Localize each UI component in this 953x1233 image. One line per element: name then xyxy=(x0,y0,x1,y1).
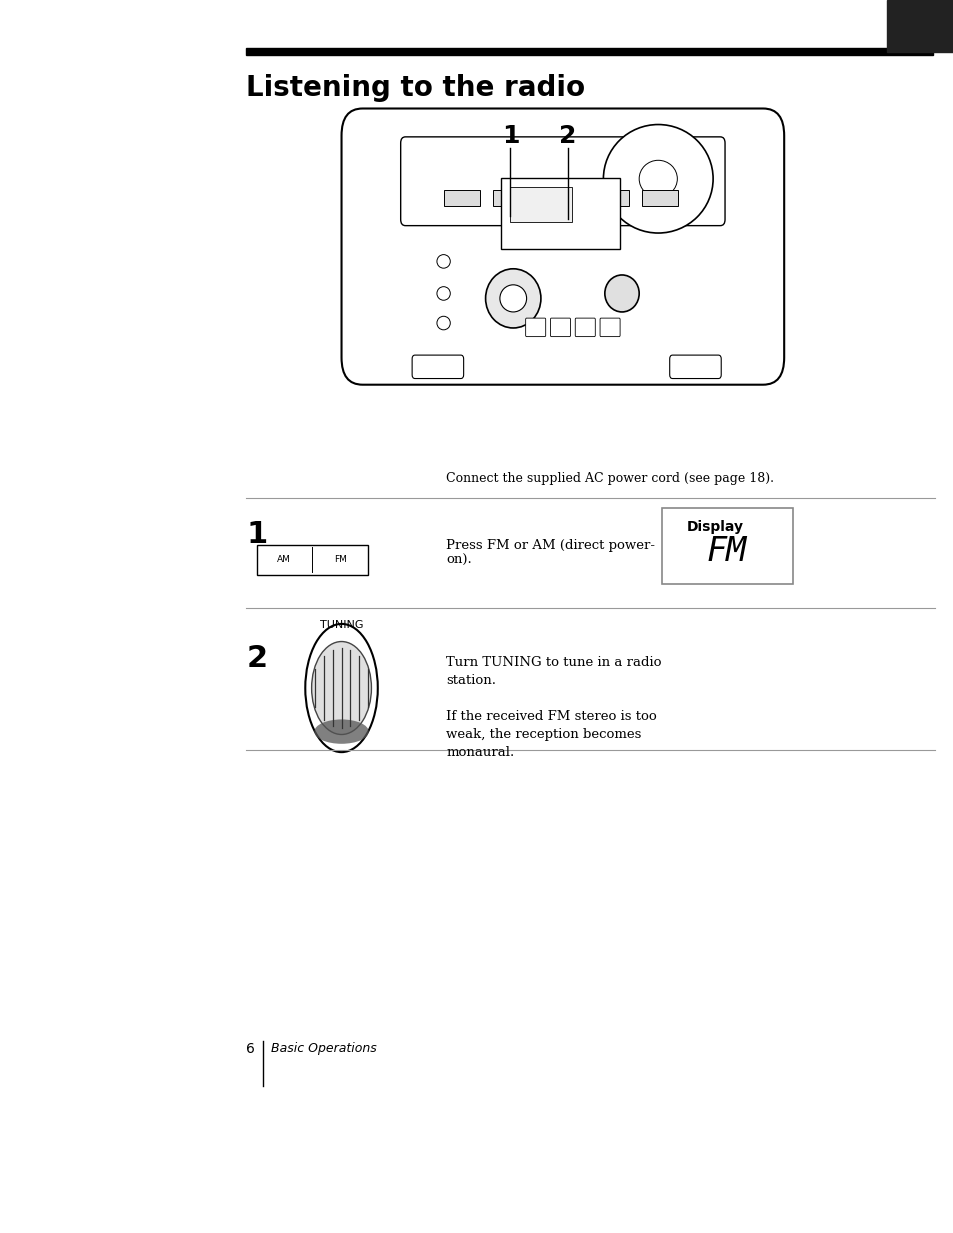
Text: Connect the supplied AC power cord (see page 18).: Connect the supplied AC power cord (see … xyxy=(446,472,774,486)
Bar xyxy=(443,190,479,206)
Ellipse shape xyxy=(312,641,371,735)
Text: TUNING: TUNING xyxy=(319,620,363,630)
Bar xyxy=(886,0,953,52)
FancyBboxPatch shape xyxy=(256,545,368,575)
FancyBboxPatch shape xyxy=(525,318,545,337)
Ellipse shape xyxy=(314,719,368,743)
Text: Display: Display xyxy=(686,520,743,534)
Text: 2: 2 xyxy=(246,644,267,673)
Bar xyxy=(510,187,572,222)
Text: 1: 1 xyxy=(246,520,267,550)
Ellipse shape xyxy=(602,125,712,233)
Text: AM: AM xyxy=(276,555,291,565)
FancyBboxPatch shape xyxy=(500,178,619,249)
Bar xyxy=(641,190,678,206)
FancyBboxPatch shape xyxy=(669,355,720,379)
Ellipse shape xyxy=(639,160,677,197)
Ellipse shape xyxy=(305,624,377,752)
FancyBboxPatch shape xyxy=(400,137,724,226)
Ellipse shape xyxy=(604,275,639,312)
Text: Press FM or AM (direct power-
on).: Press FM or AM (direct power- on). xyxy=(446,539,655,567)
Bar xyxy=(493,190,529,206)
Ellipse shape xyxy=(436,316,450,330)
FancyBboxPatch shape xyxy=(661,508,792,584)
Text: Listening to the radio: Listening to the radio xyxy=(246,74,584,102)
Text: Turn TUNING to tune in a radio
station.

If the received FM stereo is too
weak, : Turn TUNING to tune in a radio station. … xyxy=(446,656,661,760)
Bar xyxy=(542,190,578,206)
Text: 2: 2 xyxy=(558,125,576,148)
FancyBboxPatch shape xyxy=(412,355,463,379)
Ellipse shape xyxy=(436,286,450,300)
Text: FM: FM xyxy=(335,555,347,565)
FancyBboxPatch shape xyxy=(341,109,783,385)
Ellipse shape xyxy=(436,254,450,269)
FancyBboxPatch shape xyxy=(599,318,619,337)
Text: 6: 6 xyxy=(246,1042,254,1055)
Bar xyxy=(592,190,628,206)
Text: 1: 1 xyxy=(501,125,518,148)
Ellipse shape xyxy=(499,285,526,312)
Bar xyxy=(246,48,932,55)
FancyBboxPatch shape xyxy=(575,318,595,337)
FancyBboxPatch shape xyxy=(550,318,570,337)
Ellipse shape xyxy=(485,269,540,328)
Text: FM: FM xyxy=(706,535,746,567)
Text: Basic Operations: Basic Operations xyxy=(271,1042,376,1055)
